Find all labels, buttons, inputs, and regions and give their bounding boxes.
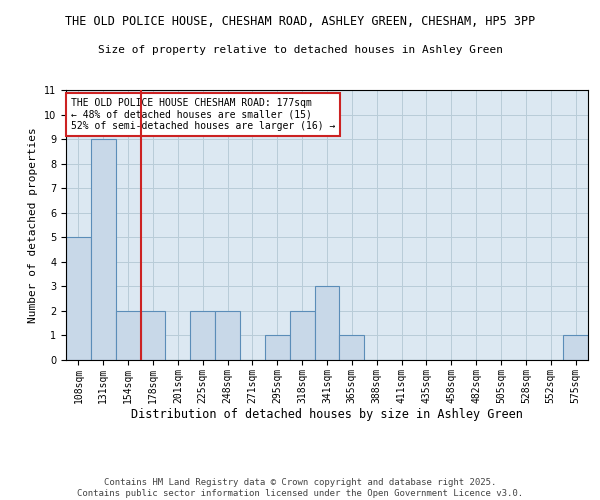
Y-axis label: Number of detached properties: Number of detached properties: [28, 127, 38, 323]
Bar: [140, 311, 166, 360]
Bar: [215, 311, 240, 360]
Bar: [116, 311, 140, 360]
X-axis label: Distribution of detached houses by size in Ashley Green: Distribution of detached houses by size …: [131, 408, 523, 422]
Text: Contains HM Land Registry data © Crown copyright and database right 2025.
Contai: Contains HM Land Registry data © Crown c…: [77, 478, 523, 498]
Bar: [340, 336, 364, 360]
Bar: [290, 311, 314, 360]
Text: THE OLD POLICE HOUSE CHESHAM ROAD: 177sqm
← 48% of detached houses are smaller (: THE OLD POLICE HOUSE CHESHAM ROAD: 177sq…: [71, 98, 335, 132]
Bar: [563, 336, 588, 360]
Text: THE OLD POLICE HOUSE, CHESHAM ROAD, ASHLEY GREEN, CHESHAM, HP5 3PP: THE OLD POLICE HOUSE, CHESHAM ROAD, ASHL…: [65, 15, 535, 28]
Text: Size of property relative to detached houses in Ashley Green: Size of property relative to detached ho…: [97, 45, 503, 55]
Bar: [190, 311, 215, 360]
Bar: [314, 286, 340, 360]
Bar: [265, 336, 290, 360]
Bar: [91, 139, 116, 360]
Bar: [66, 238, 91, 360]
